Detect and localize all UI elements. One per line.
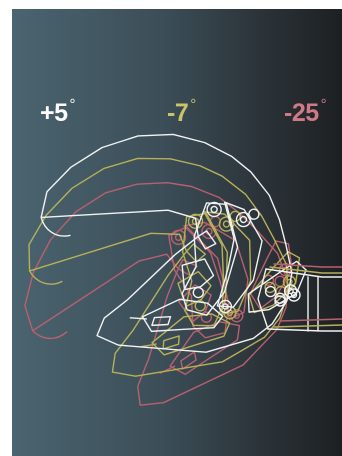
stick-arm-shadow-red [273, 263, 342, 322]
outline-minus-25 [12, 129, 329, 442]
stick-arm [257, 268, 342, 332]
angle-label-minus-7: -7 ° [167, 97, 196, 127]
diagram-panel: +5 ° -7 ° -25 ° [12, 9, 342, 456]
outline-minus-7 [12, 133, 316, 393]
angle-value: -25 [284, 99, 319, 127]
degree-symbol: ° [69, 96, 76, 113]
angle-value: -7 [167, 99, 189, 127]
degree-symbol: ° [190, 96, 196, 113]
bucket-tilt-drawing [12, 124, 342, 442]
angle-value: +5 [40, 99, 68, 127]
angle-label-minus-25: -25 ° [284, 97, 327, 127]
degree-symbol: ° [320, 96, 327, 113]
stick-arm-shadow [269, 266, 342, 328]
angle-label-plus-5: +5 ° [40, 97, 75, 127]
